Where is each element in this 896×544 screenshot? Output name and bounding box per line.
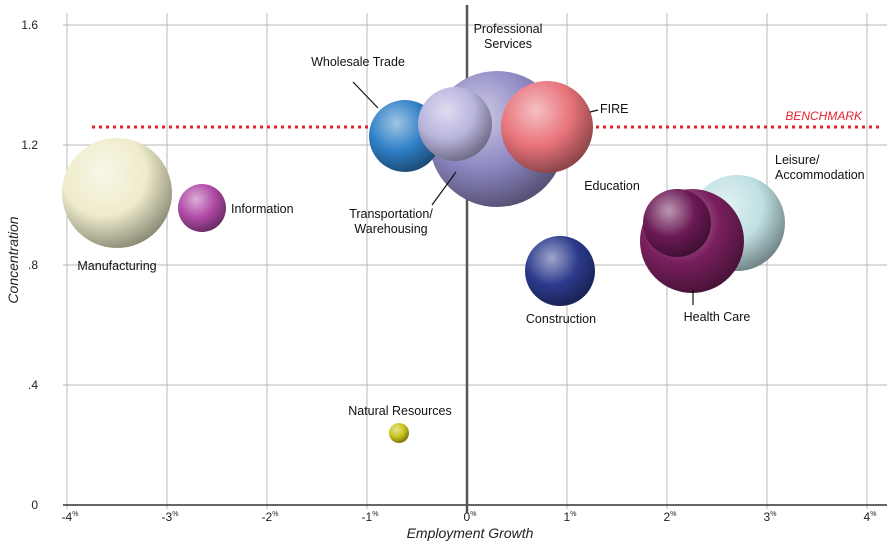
x-tick-label: 2% — [664, 510, 677, 524]
bubble-information — [178, 184, 226, 232]
bubble-natural-resources — [389, 423, 409, 443]
label-information: Information — [231, 202, 294, 216]
label-natural-resources: Natural Resources — [348, 404, 452, 418]
label-leisure-accommodation: Leisure/Accommodation — [775, 153, 865, 182]
x-tick-label: -4% — [62, 510, 79, 524]
x-axis-title: Employment Growth — [407, 525, 534, 541]
x-tick-label: -1% — [362, 510, 379, 524]
y-axis-title: Concentration — [5, 216, 21, 303]
label-fire: FIRE — [600, 102, 628, 116]
label-construction: Construction — [526, 312, 596, 326]
bubble-labels: Professional Services Manufacturing Leisure… — [77, 22, 864, 418]
tick-labels: -4% -3% -2% -1% 0% 1% 2% 3% 4% 0 .4 .8 1.2 1.6 — [21, 18, 876, 524]
y-tick-label: .8 — [28, 258, 38, 272]
x-tick-label: -3% — [162, 510, 179, 524]
label-wholesale-trade: Wholesale Trade — [311, 55, 405, 69]
benchmark-label: BENCHMARK — [785, 109, 863, 123]
x-tick-label: 0% — [464, 510, 477, 524]
y-tick-label: .4 — [28, 378, 38, 392]
y-tick-label: 1.2 — [21, 138, 38, 152]
y-tick-label: 1.6 — [21, 18, 38, 32]
leader-line — [431, 171, 457, 206]
leader-line — [589, 109, 599, 113]
leader-line — [352, 81, 379, 109]
label-transportation-warehousing: Transportation/Warehousing — [349, 207, 433, 236]
y-tick-label: 0 — [31, 498, 38, 512]
label-manufacturing: Manufacturing — [77, 259, 156, 273]
bubble-construction — [525, 236, 595, 306]
label-health-care: Health Care — [684, 310, 751, 324]
bubble-manufacturing — [62, 138, 172, 248]
x-tick-label: 1% — [564, 510, 577, 524]
label-education: Education — [584, 179, 640, 193]
bubble-education — [643, 189, 711, 257]
bubble-transportation-warehousing — [418, 87, 492, 161]
bubbles — [62, 71, 785, 443]
label-professional-services: Professional Services — [474, 22, 543, 51]
x-tick-label: 4% — [864, 510, 877, 524]
bubble-fire — [501, 81, 593, 173]
x-tick-label: 3% — [764, 510, 777, 524]
x-tick-label: -2% — [262, 510, 279, 524]
